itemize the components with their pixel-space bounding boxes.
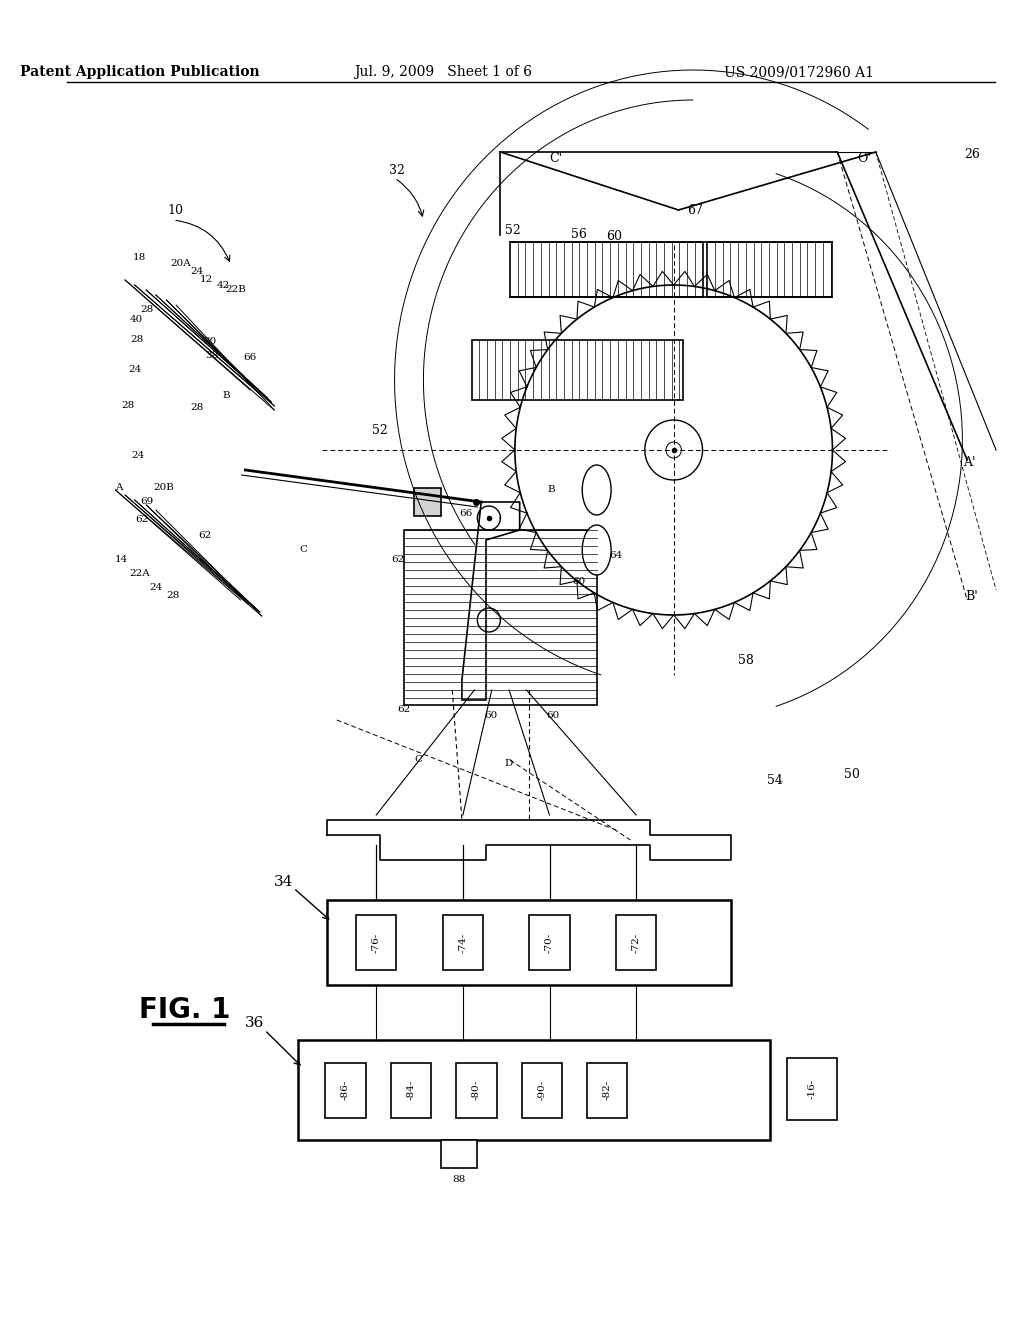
Text: Jul. 9, 2009   Sheet 1 of 6: Jul. 9, 2009 Sheet 1 of 6 [353, 65, 531, 79]
Text: 28: 28 [167, 591, 180, 601]
Text: 60: 60 [606, 231, 622, 243]
Text: 28: 28 [140, 305, 154, 314]
Text: 10: 10 [167, 203, 183, 216]
Bar [708, 242, 833, 297]
Text: -82-: -82- [603, 1080, 611, 1100]
Text: 20A: 20A [171, 260, 191, 268]
Text: B: B [548, 486, 555, 495]
Text: 60: 60 [484, 710, 498, 719]
Text: 20B: 20B [154, 483, 174, 492]
Text: US 2009/0172960 A1: US 2009/0172960 A1 [724, 65, 873, 79]
Bar [356, 915, 396, 970]
Text: 12: 12 [201, 275, 213, 284]
Bar [404, 531, 597, 705]
Text: 62: 62 [135, 516, 148, 524]
Text: -74-: -74- [459, 932, 467, 953]
Text: A': A' [963, 455, 976, 469]
Text: 24: 24 [190, 268, 204, 276]
Bar [391, 1063, 431, 1118]
Text: C: C [299, 545, 307, 554]
Bar [298, 1040, 770, 1140]
Text: 30: 30 [203, 338, 216, 346]
Text: 26: 26 [964, 149, 980, 161]
Text: -72-: -72- [632, 932, 641, 953]
Ellipse shape [583, 465, 611, 515]
Text: 32: 32 [388, 164, 404, 177]
Text: -70-: -70- [545, 932, 554, 953]
Bar [521, 1063, 562, 1118]
Text: 52: 52 [505, 223, 521, 236]
Text: 24: 24 [128, 366, 141, 375]
Text: -80-: -80- [472, 1080, 481, 1100]
Bar [456, 1063, 497, 1118]
Bar [328, 900, 731, 985]
Text: 22B: 22B [225, 285, 246, 294]
Bar [442, 915, 483, 970]
Text: 60: 60 [572, 578, 586, 586]
Bar [510, 242, 702, 297]
Text: 62: 62 [199, 531, 212, 540]
Text: -76-: -76- [372, 932, 381, 953]
Text: 50: 50 [844, 768, 860, 781]
Text: O': O' [857, 152, 871, 165]
Text: 28: 28 [121, 400, 134, 409]
Bar [615, 915, 656, 970]
Text: 34: 34 [274, 875, 294, 888]
Text: -90-: -90- [538, 1080, 547, 1100]
Text: 14: 14 [115, 556, 128, 565]
Ellipse shape [583, 525, 611, 576]
Text: -16-: -16- [808, 1078, 817, 1100]
Bar [787, 1059, 838, 1119]
Text: 67: 67 [687, 203, 702, 216]
Text: 52: 52 [373, 424, 388, 437]
Text: 24: 24 [150, 582, 163, 591]
Text: 66: 66 [244, 354, 257, 363]
Bar [587, 1063, 628, 1118]
Text: 28: 28 [130, 335, 143, 345]
Text: 62: 62 [397, 705, 411, 714]
Text: 56: 56 [571, 228, 588, 242]
Text: 69: 69 [140, 498, 154, 507]
Text: C': C' [550, 152, 563, 165]
Text: 24: 24 [131, 450, 144, 459]
Text: 66: 66 [459, 508, 472, 517]
Text: 22A: 22A [129, 569, 150, 578]
Text: 60: 60 [546, 710, 559, 719]
Text: 36: 36 [246, 1016, 264, 1030]
Text: A: A [116, 483, 123, 492]
Bar [440, 1140, 477, 1168]
Text: 58: 58 [738, 653, 754, 667]
Bar [414, 488, 440, 516]
Text: 40: 40 [130, 315, 143, 325]
Bar [471, 341, 683, 400]
Text: 18: 18 [133, 253, 146, 263]
Text: 28: 28 [190, 404, 204, 412]
Text: 88: 88 [453, 1176, 466, 1184]
Text: -86-: -86- [341, 1080, 350, 1100]
Bar [326, 1063, 366, 1118]
Bar [529, 915, 569, 970]
Text: FIG. 1: FIG. 1 [139, 997, 230, 1024]
Text: 64: 64 [609, 550, 623, 560]
Text: Patent Application Publication: Patent Application Publication [19, 65, 259, 79]
Text: D: D [504, 759, 512, 767]
Text: 38: 38 [205, 351, 218, 359]
Text: C: C [415, 755, 423, 764]
Text: -84-: -84- [407, 1080, 416, 1100]
Text: 54: 54 [767, 774, 782, 787]
Text: 42: 42 [217, 281, 229, 289]
Text: 62: 62 [391, 556, 404, 565]
Text: B': B' [966, 590, 978, 603]
Text: B: B [222, 391, 230, 400]
